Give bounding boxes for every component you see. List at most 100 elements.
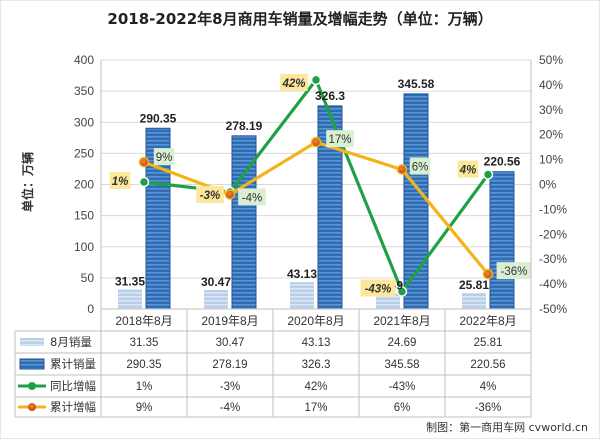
y-right-tick-label: 50% xyxy=(539,53,563,67)
y-left-tick-label: 400 xyxy=(74,53,94,67)
table-cell: 220.56 xyxy=(470,359,505,371)
y-right-tick-label: 10% xyxy=(539,153,563,167)
y-right-tick-label: 20% xyxy=(539,128,563,142)
yoy-data-label: 42% xyxy=(281,78,305,90)
yoy-data-label: -43% xyxy=(365,284,392,296)
y-right-tick-label: -50% xyxy=(539,302,567,316)
table-row-name: 同比增幅 xyxy=(50,379,96,393)
data-table: 2018年8月 2019年8月 2020年8月 2021年8月 2022年8月 8月销量 3… xyxy=(14,308,532,418)
cumulative-growth-point xyxy=(224,189,236,200)
bar-monthly-data-label: 31.35 xyxy=(115,274,145,288)
table-cell: 17% xyxy=(304,402,327,414)
bar-monthly-data-label: 43.13 xyxy=(287,267,317,281)
bar-cumulative-sales xyxy=(489,171,515,310)
y-right-tick-label: -30% xyxy=(539,252,567,266)
cumulative-growth-data-label: 6% xyxy=(412,162,429,174)
yoy-data-label-bg xyxy=(280,73,308,91)
cumulative-growth-data-label: 17% xyxy=(328,134,351,146)
table-row-name: 8月销量 xyxy=(50,335,92,349)
yoy-growth-point xyxy=(482,169,494,180)
table-cell: 345.58 xyxy=(384,359,419,371)
y-right-tick-label: 0% xyxy=(539,178,557,192)
bar-monthly-sales xyxy=(376,293,400,309)
table-cell: 24.69 xyxy=(388,337,417,349)
table-row-name: 累计增幅 xyxy=(50,400,96,414)
bar-cumulative-data-label: 326.3 xyxy=(315,89,345,103)
bar-cumulative-data-label: 345.58 xyxy=(398,77,435,91)
table-cell: 31.35 xyxy=(130,337,159,349)
legend-key-cumulative xyxy=(19,358,45,370)
table-cell: 6% xyxy=(394,402,411,414)
cumulative-growth-data-label: 9% xyxy=(156,152,173,164)
bar-monthly-sales xyxy=(118,289,142,309)
table-cell: 290.35 xyxy=(126,359,161,371)
x-category-label: 2022年8月 xyxy=(459,314,516,328)
cumulative-growth-data-label-bg xyxy=(238,188,266,206)
y-right-tick-label: 30% xyxy=(539,103,563,117)
table-cell: -3% xyxy=(220,381,240,393)
x-category-label: 2018年8月 xyxy=(115,314,172,328)
yoy-data-label: 1% xyxy=(112,176,129,188)
table-cell: 9% xyxy=(136,402,153,414)
y-right-tick-label: -20% xyxy=(539,227,567,241)
yoy-growth-point xyxy=(138,176,150,188)
y-axis-label: 单位：万辆 xyxy=(20,152,35,212)
y-left-tick-label: 200 xyxy=(74,178,94,192)
y-left-tick-label: 350 xyxy=(74,84,94,98)
yoy-growth-point xyxy=(310,74,322,86)
cumulative-growth-point xyxy=(396,164,408,175)
table-cell: 43.13 xyxy=(302,337,331,349)
yoy-growth-point xyxy=(396,286,408,297)
table-cell: 326.3 xyxy=(302,359,331,371)
cumulative-growth-data-label-bg xyxy=(409,157,431,175)
y-left-tick-label: 150 xyxy=(74,209,94,223)
chart-title: 2018-2022年8月商用车销量及增幅走势（单位：万辆） xyxy=(107,10,492,28)
y-left-tick-label: 0 xyxy=(87,302,94,316)
yoy-data-label-bg xyxy=(360,279,396,297)
y-right-tick-label: -10% xyxy=(539,202,567,216)
table-cell: -43% xyxy=(389,381,416,393)
cumulative-growth-data-label: -36% xyxy=(501,266,528,278)
yoy-data-label-bg xyxy=(196,185,224,203)
data-labels: 31.35290.3530.47278.1943.13326.324.69345… xyxy=(109,73,532,297)
table-cell: -4% xyxy=(220,402,240,414)
yoy-data-label: 4% xyxy=(459,165,477,177)
x-category-label: 2021年8月 xyxy=(373,314,430,328)
cumulative-growth-point xyxy=(138,156,150,168)
bar-monthly-data-label: 30.47 xyxy=(201,275,231,289)
cumulative-growth-data-label: -4% xyxy=(242,192,262,204)
x-category-label: 2020年8月 xyxy=(287,314,344,328)
cumulative-growth-point xyxy=(310,136,322,148)
axes: 0 50 100 150 200 250 300 350 400 -50% -40% -30% -20%… xyxy=(74,53,567,316)
yoy-data-label: -3% xyxy=(200,190,220,202)
y-left-tick-label: 250 xyxy=(74,146,94,160)
table-cell: 278.19 xyxy=(212,359,247,371)
table-cell: 1% xyxy=(136,381,153,393)
y-right-tick-label: -40% xyxy=(539,277,567,291)
bar-monthly-sales xyxy=(462,292,486,309)
bar-monthly-data-label: 25.81 xyxy=(459,278,489,292)
legend-key-yoy-point xyxy=(28,382,36,390)
table-row-name: 累计销量 xyxy=(50,357,96,371)
cumulative-growth-data-label-bg xyxy=(496,262,532,280)
legend-key-monthly xyxy=(20,338,44,346)
y-left-tick-label: 300 xyxy=(74,115,94,129)
y-left-tick-label: 50 xyxy=(81,271,95,285)
yoy-data-label-bg xyxy=(457,160,479,178)
y-left-tick-label: 100 xyxy=(74,240,94,254)
bar-cumulative-data-label: 220.56 xyxy=(484,155,521,169)
cumulative-growth-point xyxy=(482,268,494,280)
yoy-data-label-bg xyxy=(109,172,131,190)
cumulative-growth-data-label-bg xyxy=(326,130,354,148)
y-right-tick-label: 40% xyxy=(539,78,563,92)
legend-key-cum-growth-point xyxy=(28,403,36,411)
table-cell: 4% xyxy=(480,381,497,393)
table-cell: 25.81 xyxy=(474,337,503,349)
bar-cumulative-data-label: 290.35 xyxy=(140,111,177,125)
table-cell: 42% xyxy=(304,381,327,393)
bar-monthly-sales xyxy=(204,290,228,309)
cumulative-growth-data-label-bg xyxy=(153,148,175,166)
table-cell: -36% xyxy=(475,402,502,414)
